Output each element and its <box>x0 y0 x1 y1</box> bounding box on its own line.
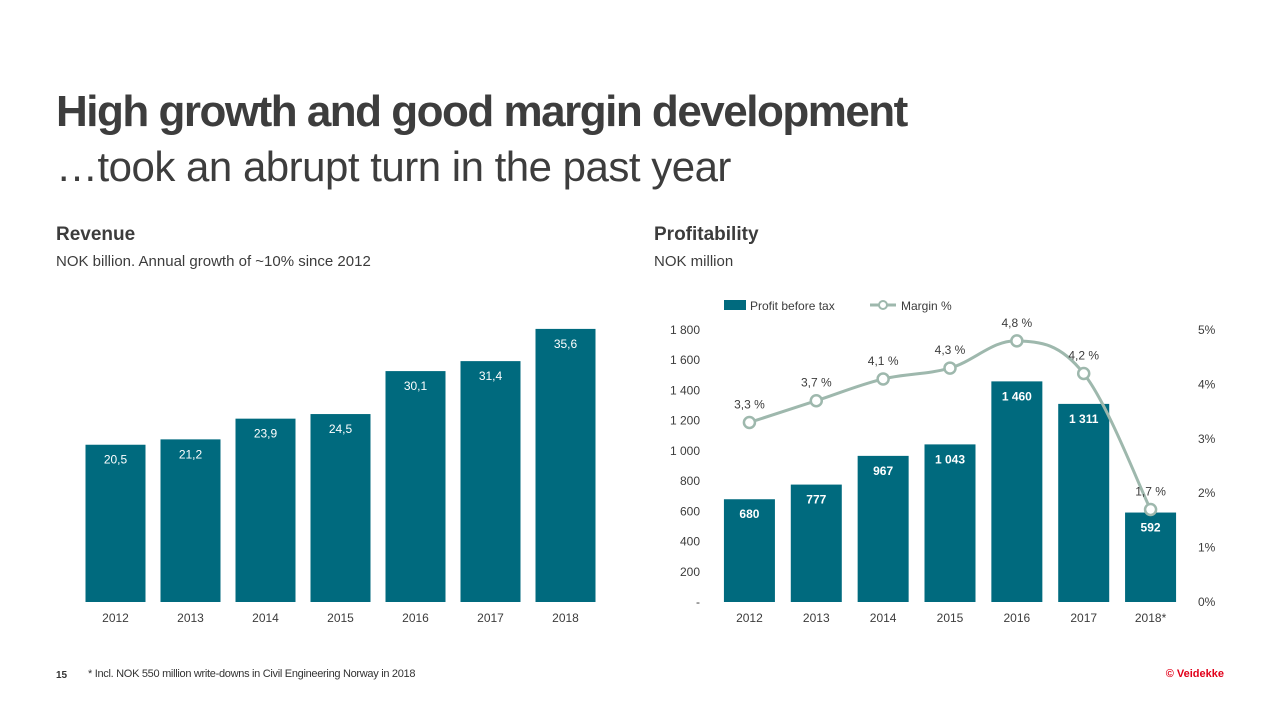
revenue-value-label: 30,1 <box>404 379 428 393</box>
profit-left-axis-tick: 1 400 <box>670 383 700 397</box>
revenue-value-label: 31,4 <box>479 369 503 383</box>
profit-bar-2015 <box>924 444 976 602</box>
profit-left-axis-tick: 200 <box>680 565 700 579</box>
margin-right-axis-tick: 2% <box>1198 486 1216 500</box>
revenue-value-label: 35,6 <box>554 337 578 351</box>
profit-left-axis-tick: 400 <box>680 535 700 549</box>
revenue-bar-2018 <box>535 328 596 602</box>
profit-left-axis-tick: 600 <box>680 504 700 518</box>
profitability-heading: Profitability <box>654 224 759 245</box>
margin-value-label: 1,7 % <box>1135 485 1166 499</box>
revenue-value-label: 20,5 <box>104 453 128 467</box>
brand-logo: © Veidekke <box>1165 668 1224 680</box>
margin-right-axis-tick: 4% <box>1198 377 1216 391</box>
margin-value-label: 3,3 % <box>734 397 765 411</box>
profit-left-axis-tick: 1 000 <box>670 444 700 458</box>
margin-point-2013 <box>809 393 824 408</box>
revenue-subheading: NOK billion. Annual growth of ~10% since… <box>56 253 371 270</box>
revenue-bar-2012 <box>85 444 146 602</box>
legend-bar-swatch <box>724 300 746 310</box>
margin-value-label: 3,7 % <box>801 376 832 390</box>
revenue-bar-2013 <box>160 439 221 602</box>
margin-value-label: 4,2 % <box>1068 349 1099 363</box>
revenue-heading: Revenue <box>56 224 136 245</box>
margin-value-label: 4,3 % <box>935 343 966 357</box>
profit-x-tick: 2012 <box>736 611 763 625</box>
margin-right-axis-tick: 5% <box>1198 323 1216 337</box>
profit-value-label: 1 311 <box>1069 412 1099 426</box>
profit-value-label: 592 <box>1141 521 1161 535</box>
revenue-bar-2017 <box>460 361 521 602</box>
profit-bar-2018* <box>1125 512 1177 602</box>
profit-x-tick: 2014 <box>870 611 897 625</box>
margin-right-axis-tick: 1% <box>1198 541 1216 555</box>
profit-left-axis-tick: 1 200 <box>670 414 700 428</box>
profit-bar-2012 <box>723 499 775 602</box>
profit-value-label: 967 <box>873 464 893 478</box>
margin-point-2014 <box>876 372 890 386</box>
profit-left-axis-tick: 800 <box>680 474 700 488</box>
revenue-x-tick: 2014 <box>252 611 279 625</box>
profit-x-tick: 2016 <box>1004 611 1031 625</box>
margin-point-2012 <box>742 415 757 430</box>
profit-bar-2016 <box>991 381 1043 602</box>
slide-title: High growth and good margin development <box>56 87 908 136</box>
revenue-value-label: 23,9 <box>254 427 278 441</box>
revenue-x-tick: 2012 <box>102 611 129 625</box>
legend-line-label: Margin % <box>901 299 952 313</box>
legend-line-marker <box>878 300 888 310</box>
profit-bar-2013 <box>790 484 842 602</box>
margin-point-2015 <box>943 361 957 375</box>
profitability-subheading: NOK million <box>654 253 734 270</box>
revenue-x-tick: 2013 <box>177 611 204 625</box>
legend-bar-label: Profit before tax <box>750 299 835 313</box>
profit-value-label: 1 460 <box>1002 389 1032 403</box>
profit-left-axis-tick: - <box>696 595 700 609</box>
profit-value-label: 1 043 <box>935 452 965 466</box>
margin-right-axis-tick: 0% <box>1198 595 1216 609</box>
margin-line <box>748 339 1152 511</box>
profit-x-tick: 2017 <box>1070 611 1097 625</box>
margin-right-axis-tick: 3% <box>1198 432 1216 446</box>
slide-subtitle: …took an abrupt turn in the past year <box>56 143 731 190</box>
margin-point-2016 <box>1010 334 1024 348</box>
profit-x-tick: 2013 <box>803 611 830 625</box>
revenue-x-tick: 2016 <box>402 611 429 625</box>
profit-left-axis-tick: 1 800 <box>670 323 700 337</box>
revenue-bar-2016 <box>385 371 446 602</box>
margin-point-2017 <box>1076 366 1091 381</box>
profit-x-tick: 2018* <box>1135 611 1167 625</box>
revenue-x-tick: 2017 <box>477 611 504 625</box>
margin-value-label: 4,1 % <box>868 354 899 368</box>
profit-x-tick: 2015 <box>937 611 964 625</box>
revenue-x-tick: 2015 <box>327 611 354 625</box>
revenue-bar-2015 <box>310 414 371 602</box>
profit-left-axis-tick: 1 600 <box>670 353 700 367</box>
profit-value-label: 777 <box>806 493 826 507</box>
revenue-bar-2014 <box>235 418 296 602</box>
footnote: * Incl. NOK 550 million write-downs in C… <box>88 668 416 680</box>
margin-value-label: 4,8 % <box>1002 316 1033 330</box>
margin-point-2018* <box>1143 502 1158 517</box>
profit-value-label: 680 <box>739 507 759 521</box>
revenue-value-label: 24,5 <box>329 422 353 436</box>
profit-bar-2014 <box>857 455 909 602</box>
page-number: 15 <box>56 670 68 681</box>
revenue-value-label: 21,2 <box>179 447 203 461</box>
profit-bar-2017 <box>1058 403 1110 602</box>
revenue-x-tick: 2018 <box>552 611 579 625</box>
